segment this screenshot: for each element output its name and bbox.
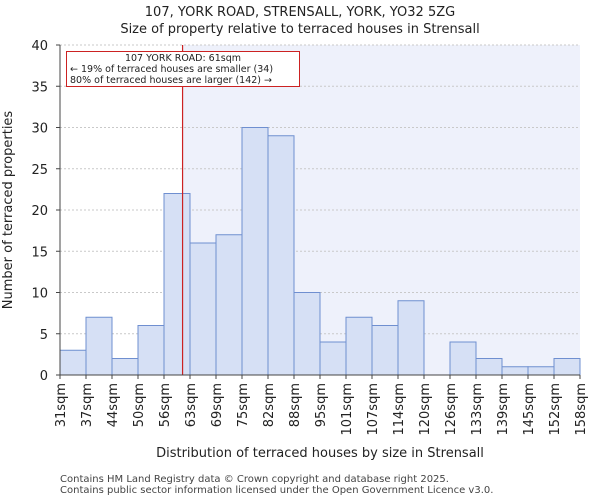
marker-annotation: 107 YORK ROAD: 61sqm ← 19% of terraced h… — [66, 51, 300, 87]
bar — [319, 341, 347, 376]
x-tick-label: 50sqm — [132, 383, 147, 427]
bar — [501, 366, 529, 376]
annotation-smaller: ← 19% of terraced houses are smaller (34… — [70, 64, 274, 75]
y-tick-label: 15 — [31, 245, 48, 260]
x-tick-label: 126sqm — [444, 383, 459, 436]
x-tick-label: 63sqm — [184, 383, 199, 427]
bar — [345, 316, 373, 376]
bar — [553, 358, 581, 376]
x-tick-label: 101sqm — [340, 383, 355, 436]
y-tick-label: 0 — [40, 369, 48, 384]
x-tick-label: 107sqm — [366, 383, 381, 436]
x-tick-label: 75sqm — [236, 383, 251, 427]
x-tick-label: 120sqm — [418, 383, 433, 436]
chart-title: 107, YORK ROAD, STRENSALL, YORK, YO32 5Z… — [144, 5, 456, 20]
x-tick-label: 145sqm — [522, 383, 537, 436]
x-tick-label: 31sqm — [54, 383, 69, 427]
y-tick-label: 25 — [31, 163, 48, 178]
y-tick-label: 35 — [31, 80, 48, 95]
bar — [267, 135, 295, 376]
annotation-title: 107 YORK ROAD: 61sqm — [124, 53, 242, 64]
bar — [397, 300, 425, 376]
bar — [241, 127, 269, 376]
x-tick-label: 152sqm — [548, 383, 563, 436]
x-tick-label: 56sqm — [158, 383, 173, 427]
bar — [111, 358, 139, 376]
bar — [189, 242, 217, 376]
bar — [371, 325, 399, 376]
x-tick-label: 95sqm — [314, 383, 329, 427]
bar — [137, 325, 165, 376]
bar — [215, 234, 243, 376]
y-tick-label: 10 — [31, 287, 48, 302]
bar — [475, 358, 503, 376]
bar — [163, 193, 191, 376]
annotation-larger: 80% of terraced houses are larger (142) … — [70, 75, 272, 86]
footer-licence: Contains public sector information licen… — [60, 485, 494, 496]
chart-subtitle: Size of property relative to terraced ho… — [120, 22, 480, 37]
x-axis-title: Distribution of terraced houses by size … — [156, 446, 484, 461]
x-tick-label: 88sqm — [288, 383, 303, 427]
bar — [293, 292, 321, 376]
x-tick-label: 44sqm — [106, 383, 121, 427]
footer-copyright: Contains HM Land Registry data © Crown c… — [60, 474, 449, 485]
bar — [59, 349, 87, 376]
x-tick-label: 69sqm — [210, 383, 225, 427]
y-axis-title: Number of terraced properties — [1, 111, 16, 310]
x-tick-label: 158sqm — [574, 383, 589, 436]
x-tick-label: 82sqm — [262, 383, 277, 427]
bar — [527, 366, 555, 376]
y-tick-label: 20 — [31, 204, 48, 219]
bar — [85, 316, 113, 376]
y-tick-label: 30 — [31, 122, 48, 137]
y-tick-label: 40 — [31, 39, 48, 54]
y-tick-label: 5 — [40, 328, 48, 343]
bar — [449, 341, 477, 376]
x-tick-label: 133sqm — [470, 383, 485, 436]
x-tick-label: 114sqm — [392, 383, 407, 436]
x-tick-label: 139sqm — [496, 383, 511, 436]
x-tick-label: 37sqm — [80, 383, 95, 427]
